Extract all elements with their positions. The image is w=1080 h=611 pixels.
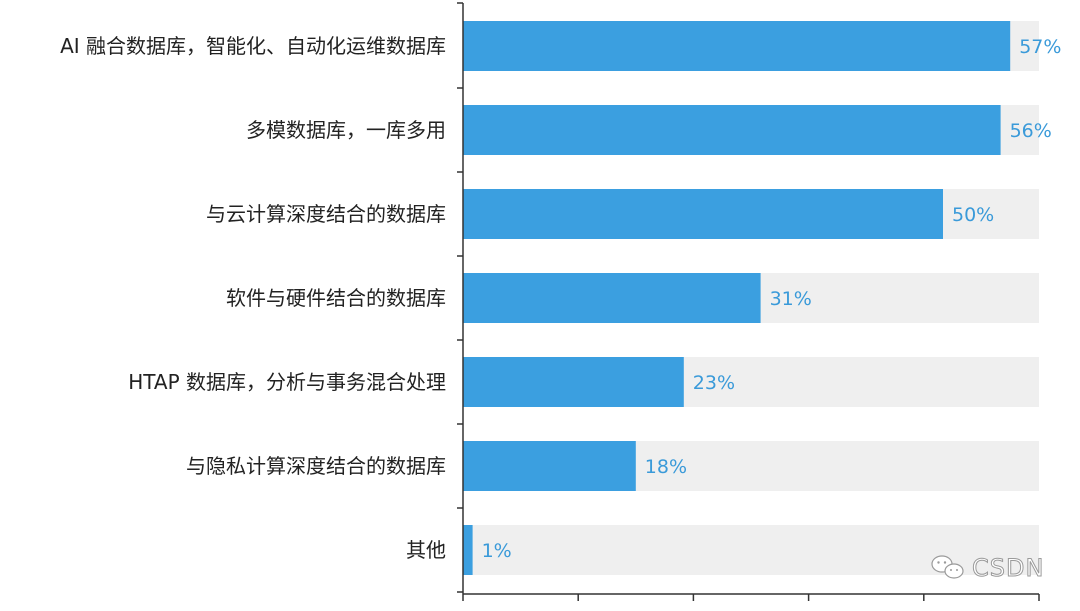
category-label: 软件与硬件结合的数据库 xyxy=(226,286,446,310)
value-label: 50% xyxy=(952,204,994,226)
value-label: 18% xyxy=(645,456,687,478)
category-label: 多模数据库，一库多用 xyxy=(246,118,446,142)
wechat-icon xyxy=(931,555,964,579)
bars xyxy=(463,21,1011,575)
value-label: 23% xyxy=(693,372,735,394)
value-label: 56% xyxy=(1010,120,1052,142)
category-label: HTAP 数据库，分析与事务混合处理 xyxy=(128,370,446,394)
category-label: 其他 xyxy=(406,538,446,562)
value-label: 57% xyxy=(1019,36,1061,58)
watermark-text: CSDN xyxy=(972,554,1044,582)
category-label: 与隐私计算深度结合的数据库 xyxy=(186,454,446,478)
value-labels: 57% 56% 50% 31% 23% 18% 1% xyxy=(482,36,1062,562)
category-label: AI 融合数据库，智能化、自动化运维数据库 xyxy=(60,34,446,58)
bar xyxy=(463,189,943,239)
watermark: CSDN xyxy=(931,554,1044,583)
category-labels: AI 融合数据库，智能化、自动化运维数据库多模数据库，一库多用与云计算深度结合的… xyxy=(60,34,446,562)
value-label: 1% xyxy=(482,540,512,562)
bar xyxy=(463,273,761,323)
x-axis xyxy=(462,593,1040,601)
category-label: 与云计算深度结合的数据库 xyxy=(206,202,446,226)
bar xyxy=(463,441,636,491)
bar xyxy=(463,21,1011,71)
y-axis xyxy=(457,2,464,594)
value-label: 31% xyxy=(770,288,812,310)
bar xyxy=(463,357,684,407)
bar xyxy=(463,525,473,575)
bar xyxy=(463,105,1001,155)
